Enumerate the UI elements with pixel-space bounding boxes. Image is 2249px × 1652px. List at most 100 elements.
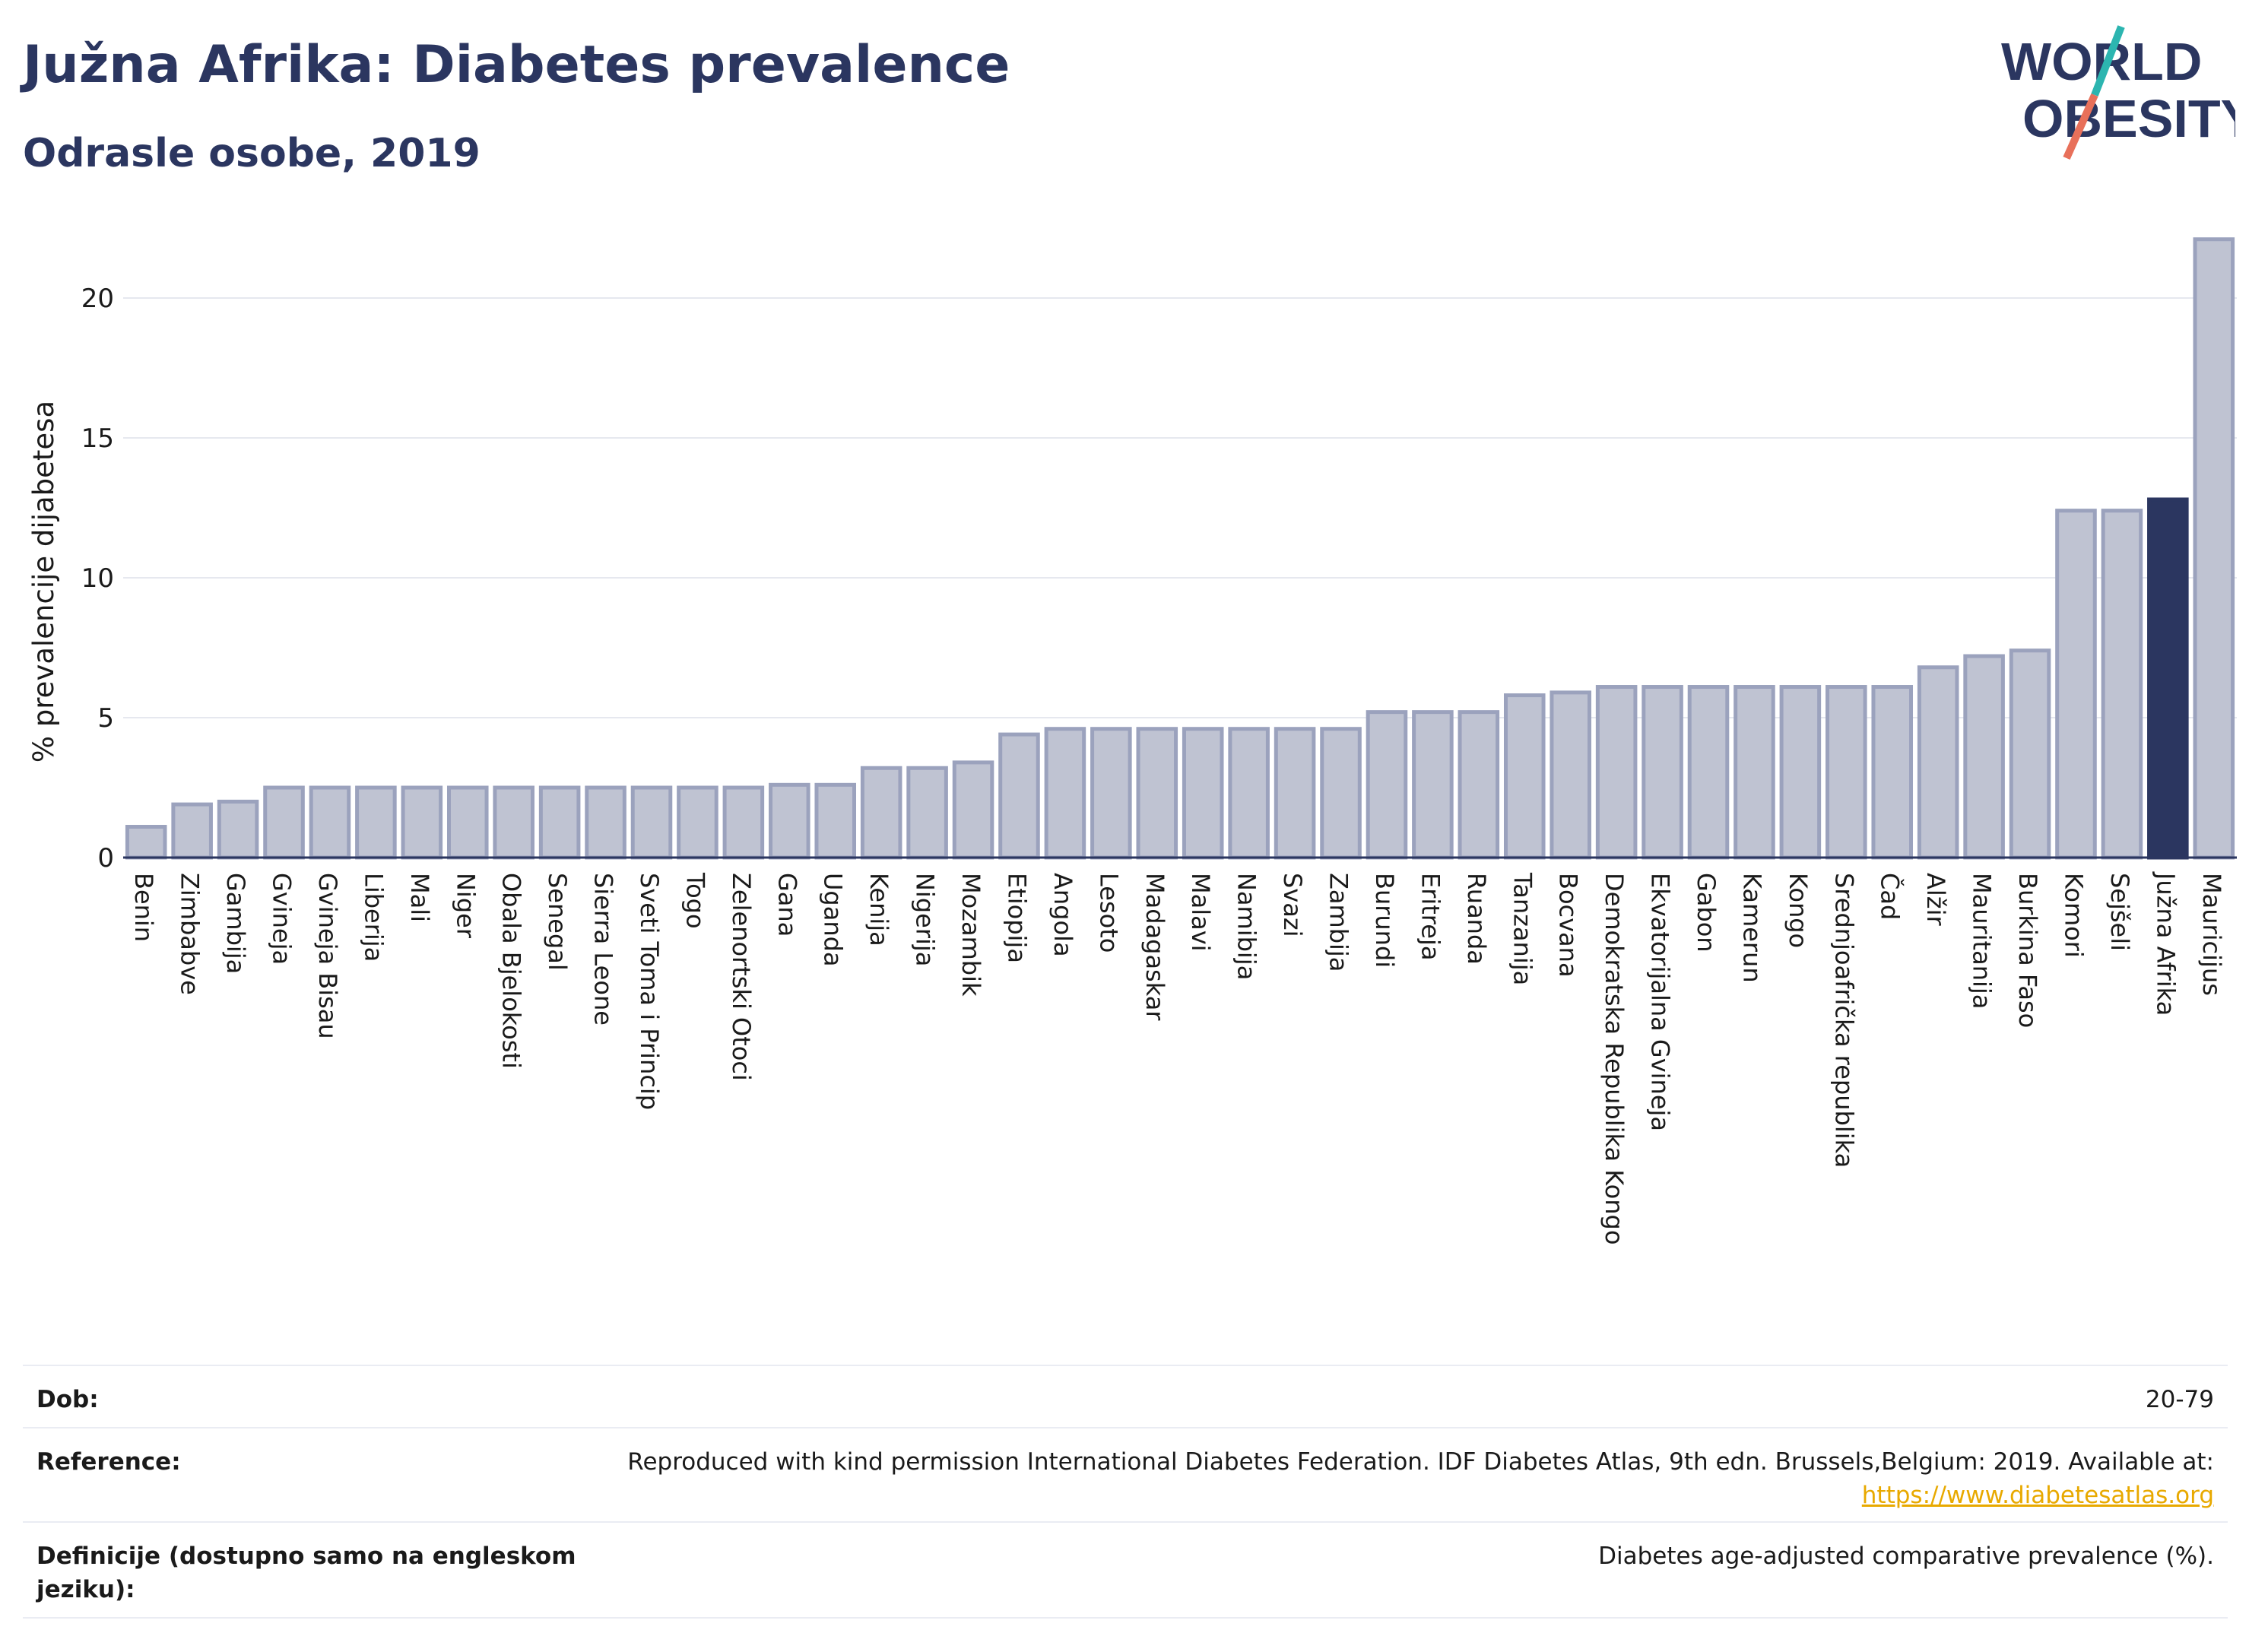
bar[interactable] [1320,727,1362,860]
bar[interactable] [1458,710,1500,860]
bar[interactable] [1228,727,1270,860]
bar[interactable] [1136,727,1178,860]
bar[interactable] [1182,727,1224,860]
x-tick-label: Gvineja Bisau [313,873,342,1039]
bar-chart: 0 5 10 15 20 Benin Zimbabve Gambija Gvineja Gvin… [27,237,2237,1245]
x-tick-label: Niger [451,873,480,939]
x-tick-label: Ruanda [1462,873,1491,965]
bar[interactable] [401,785,443,860]
info-value-reference: Reproduced with kind permission Internat… [627,1445,2214,1512]
bar[interactable] [769,782,810,860]
bar[interactable] [860,766,902,860]
bar[interactable] [1871,685,1914,860]
bar[interactable] [1044,727,1086,860]
logo-slash-coral [2063,93,2098,160]
x-tick-label: Sejšeli [2105,873,2134,951]
y-tick-label: 10 [81,563,114,594]
bar[interactable] [2147,497,2189,860]
reference-link[interactable]: https://www.diabetesatlas.org [1861,1482,2214,1509]
info-row-age: Dob: 20-79 [23,1365,2228,1428]
y-tick-labels: 0 5 10 15 20 [81,284,114,874]
bar[interactable] [1274,727,1316,860]
grid-lines [123,297,2237,718]
bar[interactable] [952,760,994,860]
x-tick-label: Namibija [1232,873,1261,980]
x-tick-label: Gana [772,873,801,937]
x-tick-label: Čad [1876,873,1905,920]
x-tick-label: Zelenortski Otoci [727,873,756,1081]
x-tick-label: Tanzanija [1508,872,1537,985]
bar[interactable] [125,825,167,860]
bar[interactable] [1687,685,1730,860]
x-tick-label: Bocvana [1554,873,1583,978]
bar[interactable] [1963,654,2005,860]
bar[interactable] [2009,648,2051,860]
x-tick-label: Mozambik [956,873,985,997]
bar[interactable] [1366,710,1408,860]
x-tick-label: Obala Bjelokosti [497,873,526,1069]
x-tick-label: Gabon [1692,873,1721,953]
bar[interactable] [1826,685,1867,860]
x-tick-label: Uganda [819,873,848,967]
bar[interactable] [1595,685,1638,860]
y-tick-label: 15 [81,423,114,454]
bar[interactable] [906,766,948,860]
info-value-age: 20-79 [2145,1386,2214,1413]
bar[interactable] [1503,693,1546,860]
bar[interactable] [998,732,1040,860]
bar[interactable] [493,785,534,860]
bar[interactable] [1734,685,1775,860]
bar[interactable] [1090,727,1132,860]
x-tick-label: Zambija [1324,873,1353,972]
x-tick-label: Svazi [1278,873,1307,937]
x-tick-label: Liberija [359,873,388,962]
x-tick-label: Madagaskar [1140,873,1169,1021]
info-label-definition: Definicije (dostupno samo na engleskom j… [36,1543,576,1603]
x-tick-label: Senegal [543,873,572,971]
bar[interactable] [677,785,718,860]
x-tick-label: Etiopija [1002,873,1031,963]
logo-line2: OBESITY [2022,89,2235,148]
page-title: Južna Afrika: Diabetes prevalence [23,35,1010,95]
bar[interactable] [1779,685,1822,860]
reference-text: Reproduced with kind permission Internat… [627,1448,2214,1476]
x-tick-label: Južna Afrika [2151,871,2180,1016]
bar[interactable] [171,802,213,860]
x-tick-label: Srednjoafrička republika [1829,873,1858,1168]
x-tick-label: Togo [680,872,709,929]
bar[interactable] [1642,685,1683,860]
x-tick-label: Ekvatorijalna Gvineja [1646,873,1675,1131]
bars [125,237,2235,860]
logo-slash-teal [2091,25,2125,97]
bar[interactable] [2055,509,2097,860]
info-row-reference: Reference: Reproduced with kind permissi… [23,1427,2228,1523]
x-tick-label: Burkina Faso [2013,873,2042,1028]
info-label-age: Dob: [36,1386,99,1413]
world-obesity-logo: WORLD OBESITY [2001,25,2235,160]
bar[interactable] [446,785,489,860]
x-tick-label: Zimbabve [176,873,205,995]
bar[interactable] [630,785,673,860]
bar[interactable] [309,785,351,860]
x-tick-label: Kenija [864,873,893,946]
bar[interactable] [355,785,397,860]
x-tick-label: Angola [1048,873,1077,957]
bar[interactable] [2193,237,2235,860]
bar[interactable] [814,782,857,860]
bar[interactable] [263,785,305,860]
x-tick-label: Malavi [1186,873,1215,952]
bar[interactable] [2101,509,2143,860]
x-tick-label: Alžir [1921,873,1950,926]
x-tick-label: Demokratska Republika Kongo [1600,873,1629,1245]
bar[interactable] [1412,710,1454,860]
bar[interactable] [1550,690,1591,860]
y-axis-label: % prevalencije dijabetesa [27,401,60,763]
bar[interactable] [1917,665,1959,860]
bar[interactable] [217,799,259,860]
bar[interactable] [538,785,581,860]
x-tick-label: Burundi [1370,873,1399,968]
x-tick-label: Nigerija [911,873,940,966]
x-tick-label: Kamerun [1737,873,1766,983]
bar[interactable] [585,785,626,860]
bar[interactable] [722,785,765,860]
